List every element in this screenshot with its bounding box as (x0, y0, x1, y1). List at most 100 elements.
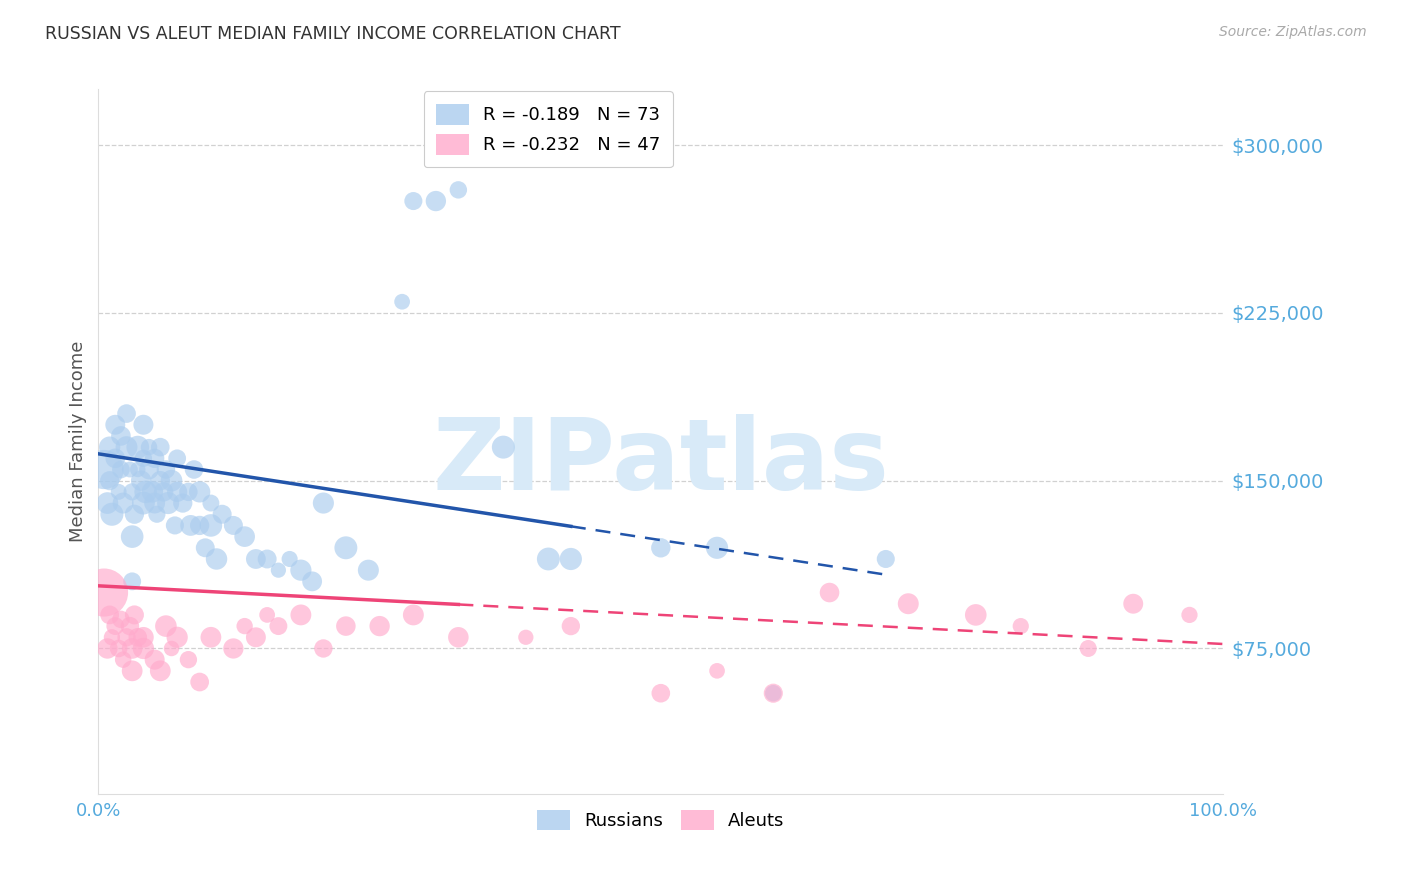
Point (132, 451, 155, 466)
Point (537, 552, 560, 566)
Point (188, 675, 211, 690)
Point (256, 552, 278, 566)
Point (183, 462, 205, 476)
Point (211, 508, 233, 522)
Point (98, 474, 121, 488)
Point (121, 641, 143, 656)
Point (121, 664, 143, 678)
Point (706, 664, 728, 678)
Point (112, 653, 135, 667)
Point (560, 619, 582, 633)
Point (143, 451, 166, 466)
Point (762, 686, 785, 700)
Point (650, 686, 672, 700)
Y-axis label: Median Family Income: Median Family Income (69, 341, 87, 542)
Point (115, 630, 138, 644)
Point (101, 630, 124, 644)
Point (163, 518, 186, 533)
Point (124, 508, 146, 522)
Point (146, 508, 169, 522)
Point (290, 563, 312, 577)
Point (157, 496, 180, 510)
Point (93, 462, 115, 476)
Point (127, 630, 149, 644)
Point (149, 440, 172, 454)
Point (335, 619, 357, 633)
Point (312, 496, 335, 510)
Point (155, 619, 177, 633)
Point (149, 664, 172, 678)
Point (132, 417, 155, 432)
Point (818, 585, 841, 599)
Text: RUSSIAN VS ALEUT MEDIAN FAMILY INCOME CORRELATION CHART: RUSSIAN VS ALEUT MEDIAN FAMILY INCOME CO… (45, 25, 620, 43)
Point (402, 194, 425, 208)
Point (177, 484, 200, 499)
Point (118, 462, 141, 476)
Point (278, 552, 301, 566)
Point (188, 518, 211, 533)
Point (166, 630, 188, 644)
Point (110, 612, 132, 626)
Point (132, 630, 155, 644)
Point (96, 496, 118, 510)
Point (110, 429, 132, 443)
Point (127, 462, 149, 476)
Point (135, 484, 157, 499)
Point (172, 496, 194, 510)
Point (104, 451, 127, 466)
Point (194, 541, 217, 555)
Point (143, 653, 166, 667)
Text: ZIPatlas: ZIPatlas (433, 414, 889, 511)
Point (1122, 597, 1144, 611)
Point (121, 530, 143, 544)
Point (290, 607, 312, 622)
Point (177, 653, 200, 667)
Point (267, 619, 290, 633)
Legend: Russians, Aleuts: Russians, Aleuts (530, 803, 792, 838)
Point (132, 641, 155, 656)
Point (115, 407, 138, 421)
Point (180, 518, 202, 533)
Point (160, 641, 183, 656)
Point (104, 619, 127, 633)
Point (188, 484, 211, 499)
Point (141, 484, 163, 499)
Point (706, 541, 728, 555)
Point (152, 484, 174, 499)
Point (138, 440, 160, 454)
Point (447, 183, 470, 197)
Point (245, 630, 267, 644)
Point (166, 451, 188, 466)
Point (143, 496, 166, 510)
Point (312, 641, 335, 656)
Point (897, 597, 920, 611)
Point (200, 496, 222, 510)
Point (762, 686, 785, 700)
Point (93, 585, 115, 599)
Point (98, 607, 121, 622)
Point (301, 574, 323, 589)
Point (965, 607, 987, 622)
Point (160, 474, 183, 488)
Point (166, 484, 188, 499)
Point (267, 563, 290, 577)
Point (200, 630, 222, 644)
Point (368, 619, 391, 633)
Point (256, 607, 278, 622)
Point (107, 641, 129, 656)
Point (492, 440, 515, 454)
Point (1178, 607, 1201, 622)
Point (115, 440, 138, 454)
Point (155, 462, 177, 476)
Point (124, 607, 146, 622)
Point (1077, 641, 1099, 656)
Point (1010, 619, 1032, 633)
Point (357, 563, 380, 577)
Point (149, 474, 172, 488)
Point (560, 552, 582, 566)
Point (121, 484, 143, 499)
Point (233, 619, 256, 633)
Point (205, 552, 228, 566)
Point (222, 641, 245, 656)
Point (447, 630, 470, 644)
